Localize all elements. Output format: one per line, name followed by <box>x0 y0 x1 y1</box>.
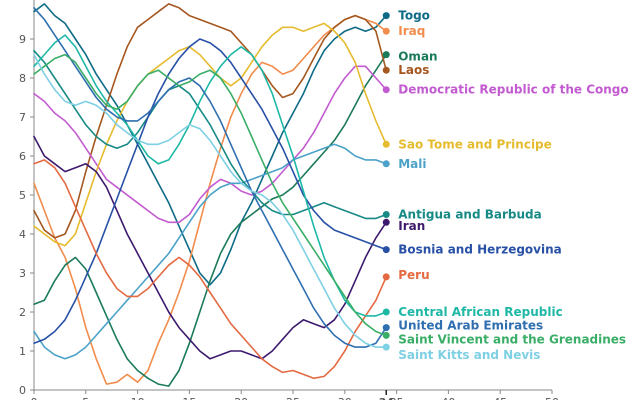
end-point-oman <box>382 51 390 59</box>
end-point-iran <box>382 218 390 226</box>
end-point-peru <box>382 273 390 281</box>
series-line-saint-kitts-and-nevis <box>33 53 388 348</box>
end-label-iraq: Iraq <box>398 24 425 38</box>
series-line-bosnia-and-herzegovina <box>33 38 388 345</box>
series-line-sao-tome-and-principe <box>33 22 388 247</box>
x-tick-label: 30 <box>338 396 352 400</box>
y-tick-label: 1 <box>19 345 26 358</box>
axes: 01234567890510152025303540455034 <box>19 0 559 400</box>
end-label-togo: Togo <box>398 9 430 23</box>
x-tick-label: 15 <box>182 396 196 400</box>
end-point-laos <box>382 66 390 74</box>
end-point-sao-tome-and-principe <box>382 140 390 148</box>
end-label-iran: Iran <box>398 219 425 233</box>
x-tick-label: 45 <box>493 396 507 400</box>
end-label-laos: Laos <box>398 63 429 77</box>
end-label-bosnia-and-herzegovina: Bosnia and Herzegovina <box>398 243 562 257</box>
y-tick-label: 9 <box>19 33 26 46</box>
y-tick-label: 2 <box>19 306 26 319</box>
y-tick-label: 5 <box>19 189 26 202</box>
x-tick-label: 40 <box>441 396 455 400</box>
series-line-peru <box>33 159 388 380</box>
series-line-iraq <box>33 14 388 385</box>
series-line-democratic-republic-of-the-congo <box>33 65 388 224</box>
y-tick-label: 0 <box>19 384 26 397</box>
series-line-saint-vincent-and-the-grenadines <box>33 53 388 337</box>
series-line-central-african-republic <box>33 34 388 317</box>
series-line-antigua-and-barbuda <box>33 49 388 220</box>
end-label-united-arab-emirates: United Arab Emirates <box>398 319 543 333</box>
end-point-antigua-and-barbuda <box>382 211 390 218</box>
end-point-saint-kitts-and-nevis <box>382 343 390 351</box>
end-label-oman: Oman <box>398 50 437 64</box>
x-tick-label: 0 <box>31 396 38 400</box>
x-tick-label: 25 <box>286 396 300 400</box>
series-lines <box>33 3 388 387</box>
end-label-antigua-and-barbuda: Antigua and Barbuda <box>398 208 541 222</box>
y-tick-label: 4 <box>19 228 26 241</box>
end-point-mali <box>382 160 390 168</box>
y-tick-label: 3 <box>19 267 26 280</box>
end-point-central-african-republic <box>382 308 390 316</box>
end-point-saint-vincent-and-the-grenadines <box>382 331 390 339</box>
y-tick-label: 7 <box>19 111 26 124</box>
end-point-united-arab-emirates <box>382 324 390 332</box>
x-tick-label: 5 <box>82 396 89 400</box>
series-line-iran <box>33 135 388 360</box>
series-line-oman <box>33 53 388 387</box>
series-line-united-arab-emirates <box>33 7 388 348</box>
x-tick-label: 50 <box>545 396 559 400</box>
x-tick-label: 10 <box>131 396 145 400</box>
end-label-democratic-republic-of-the-congo: Democratic Republic of the Congo <box>398 83 628 97</box>
end-point-democratic-republic-of-the-congo <box>382 86 390 94</box>
end-point-bosnia-and-herzegovina <box>382 246 390 254</box>
end-label-sao-tome-and-principe: Sao Tome and Principe <box>398 137 552 151</box>
series-line-mali <box>33 143 388 360</box>
y-tick-label: 6 <box>19 150 26 163</box>
x-tick-label: 20 <box>234 396 248 400</box>
y-tick-label: 8 <box>19 72 26 85</box>
end-point-iraq <box>382 27 390 35</box>
x-tick-label: 35 <box>390 396 404 400</box>
series-line-laos <box>33 3 388 239</box>
end-label-saint-kitts-and-nevis: Saint Kitts and Nevis <box>398 348 540 362</box>
end-label-saint-vincent-and-the-grenadines: Saint Vincent and the Grenadines <box>398 332 626 346</box>
series-line-togo <box>33 3 388 286</box>
end-markers <box>382 12 390 351</box>
highlight-x-label: 34 <box>379 396 395 400</box>
end-point-togo <box>382 12 390 20</box>
end-label-mali: Mali <box>398 157 426 171</box>
end-label-peru: Peru <box>398 268 429 282</box>
end-label-central-african-republic: Central African Republic <box>398 305 562 319</box>
